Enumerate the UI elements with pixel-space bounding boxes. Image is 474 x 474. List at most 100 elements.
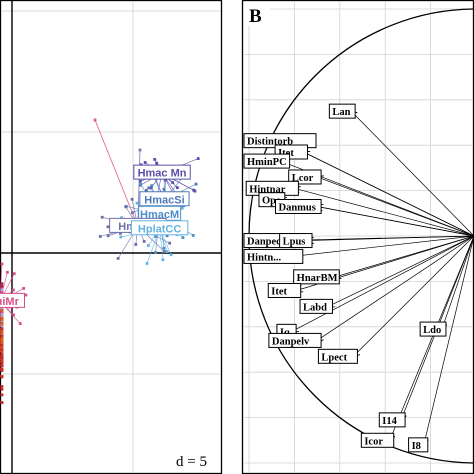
group-label: HmacSi — [144, 194, 184, 206]
variable-label-box — [279, 233, 313, 249]
observation-point — [0, 401, 4, 405]
panel-b-variable-labels: LanDistintorbItetHminPCLcorHintnarOpeDan… — [243, 103, 447, 453]
observation-point — [0, 361, 4, 364]
observation-point — [168, 241, 172, 245]
variable-label: HminPC — [247, 157, 287, 168]
variable-label: Hintnar — [249, 184, 286, 195]
observation-point — [139, 182, 143, 186]
variable-label: Lan — [332, 107, 350, 118]
variable-label: Lcor — [292, 173, 314, 184]
observation-point — [154, 235, 157, 238]
variable-label-box — [317, 348, 358, 364]
observation-point — [0, 357, 4, 361]
observation-point — [120, 216, 123, 220]
observation-point — [196, 157, 200, 160]
loading-arrow — [292, 235, 474, 256]
observation-point — [149, 186, 153, 189]
observation-point — [165, 250, 169, 253]
variable-label-box — [275, 198, 322, 214]
observation-point — [0, 352, 4, 356]
loading-arrow — [294, 188, 474, 237]
observation-point — [161, 258, 165, 262]
observation-point — [0, 316, 4, 320]
panel-b-letter-bg — [244, 2, 270, 26]
observation-point — [118, 231, 122, 235]
observation-point — [138, 148, 142, 152]
variable-label-box — [328, 103, 356, 119]
observation-point — [154, 251, 157, 254]
observation-point — [0, 393, 4, 397]
observation-point — [0, 387, 4, 391]
panel-a-grid — [1, 1, 221, 473]
loading-arrow — [303, 152, 474, 237]
variable-label: Labd — [303, 302, 327, 313]
variable-label-box — [267, 282, 302, 298]
observation-point — [0, 375, 4, 379]
panel-a-axes — [1, 1, 221, 473]
variable-label: Itet — [271, 286, 287, 297]
observation-point — [12, 272, 16, 276]
group-label: Hmac Mn — [138, 168, 187, 180]
loading-arrow — [442, 235, 474, 329]
observation-link — [94, 119, 139, 227]
panel-a-frame — [0, 0, 223, 474]
observation-point — [12, 288, 15, 292]
variable-label: Icor — [364, 436, 383, 447]
observation-point — [0, 343, 4, 347]
variable-label: Distintorb — [247, 137, 293, 148]
group-label: HnuiMr — [0, 296, 20, 308]
observation-point — [143, 161, 147, 164]
observation-point — [0, 367, 4, 371]
loading-arrow — [317, 206, 474, 237]
group-label: HplatCC — [138, 223, 181, 235]
observation-point — [0, 345, 4, 349]
observation-point — [162, 246, 166, 250]
panel-b-grid — [243, 1, 473, 473]
observation-point — [98, 235, 102, 238]
variable-label-box — [243, 248, 304, 264]
variable-label-box — [299, 298, 333, 314]
panel-a-group-labels: Hmac MnHmacSiHmacMHmac...HplatCCHnuiSlHn… — [0, 164, 191, 308]
variable-label: Itet — [278, 148, 294, 159]
observation-point — [0, 284, 4, 288]
observation-point — [0, 282, 4, 286]
variable-label: Danpelv — [272, 336, 310, 347]
variable-label: Danpect — [247, 237, 285, 248]
observation-point — [0, 310, 4, 314]
panel-a-points — [0, 118, 200, 405]
observation-point — [145, 262, 149, 265]
observation-point — [0, 334, 4, 338]
observation-point — [0, 313, 4, 316]
loading-arrow — [353, 235, 474, 356]
group-label-box — [133, 164, 191, 180]
observation-point — [0, 337, 4, 340]
variable-label-box — [360, 432, 395, 448]
variable-label: Danmus — [279, 202, 316, 213]
observation-point — [165, 234, 169, 238]
variable-label-box — [268, 332, 322, 348]
observation-point — [0, 322, 4, 326]
variable-label: I14 — [382, 416, 397, 427]
observation-point — [194, 182, 198, 186]
panel-a-scale-label: d = 5 — [176, 454, 207, 470]
observation-point — [191, 234, 195, 237]
variable-label: Iq — [280, 327, 290, 338]
observation-point — [163, 250, 166, 253]
observation-point — [130, 197, 134, 201]
observation-point — [171, 181, 175, 185]
group-label-box — [0, 292, 25, 308]
loading-arrow — [317, 177, 474, 237]
group-label: HmacM — [140, 209, 179, 221]
variable-label: Lpus — [283, 237, 306, 248]
observation-point — [180, 206, 184, 210]
observation-point — [22, 287, 26, 290]
variable-label: I8 — [412, 441, 421, 452]
observation-point — [0, 291, 4, 295]
variable-label: Hintn... — [247, 252, 282, 263]
observation-point — [0, 329, 4, 333]
observation-point — [0, 385, 4, 388]
observation-point — [124, 205, 128, 209]
observation-point — [0, 308, 4, 312]
loading-arrow — [292, 235, 474, 331]
